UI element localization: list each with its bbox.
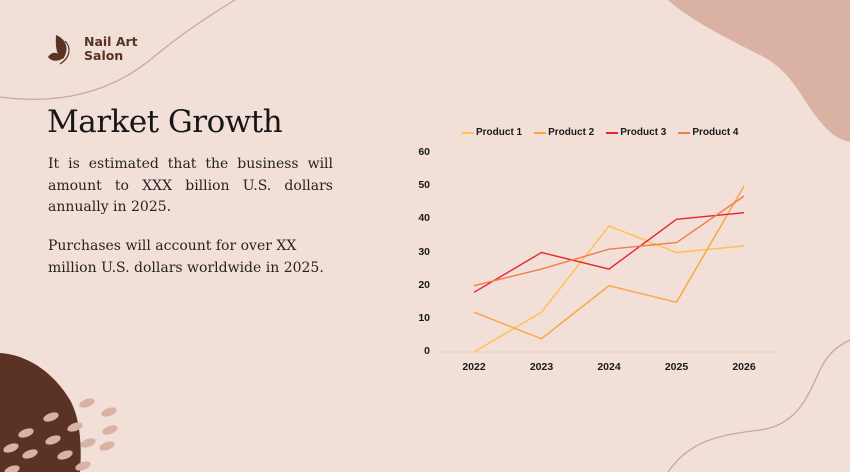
series-line-product-1 (473, 225, 745, 353)
legend-item-product-3: Product 3 (606, 127, 666, 138)
legend-label: Product 2 (548, 127, 595, 138)
chart-legend: Product 1 Product 2 Product 3 Product 4 (462, 127, 739, 138)
brand-logo: Nail Art Salon (46, 33, 138, 65)
paragraph-estimate: It is estimated that the business will a… (48, 156, 333, 215)
paragraph-purchases: Purchases will account for over XX milli… (48, 238, 324, 276)
x-tick-label: 2026 (732, 361, 756, 373)
legend-label: Product 4 (692, 127, 739, 138)
y-tick-label: 60 (418, 146, 430, 158)
legend-item-product-2: Product 2 (534, 127, 594, 138)
slide-title: Market Growth (47, 104, 283, 140)
brand-name-line2: Salon (84, 48, 124, 63)
legend-swatch (534, 131, 547, 134)
legend-swatch (462, 131, 474, 134)
x-tick-label: 2025 (664, 361, 689, 373)
top-right-blob (668, 0, 850, 142)
y-tick-label: 0 (424, 345, 430, 357)
legend-item-product-4: Product 4 (678, 127, 739, 138)
bottom-left-blob (0, 353, 81, 472)
chart-series (473, 185, 745, 353)
y-tick-label: 40 (418, 212, 430, 225)
brand-name: Nail Art Salon (84, 35, 138, 63)
legend-item-product-1: Product 1 (462, 127, 522, 138)
x-tick-label: 2024 (597, 361, 621, 373)
series-line-product-2 (473, 185, 745, 340)
y-tick-label: 30 (418, 245, 430, 258)
dot-pattern (3, 398, 118, 472)
y-tick-label: 20 (418, 278, 430, 291)
legend-label: Product 3 (620, 127, 667, 138)
x-tick-label: 2022 (462, 361, 486, 373)
y-tick-label: 50 (418, 179, 430, 192)
legend-swatch (606, 131, 619, 134)
bottom-curve-line (667, 339, 850, 472)
series-line-product-4 (473, 195, 745, 287)
y-tick-label: 10 (418, 311, 430, 324)
legend-label: Product 1 (476, 127, 523, 138)
top-curve-line (0, 0, 236, 100)
legend-swatch (678, 131, 691, 134)
brand-name-line1: Nail Art (84, 34, 138, 49)
series-line-product-3 (473, 212, 745, 293)
leaf-wings-icon (48, 35, 70, 65)
x-tick-label: 2023 (529, 361, 554, 373)
